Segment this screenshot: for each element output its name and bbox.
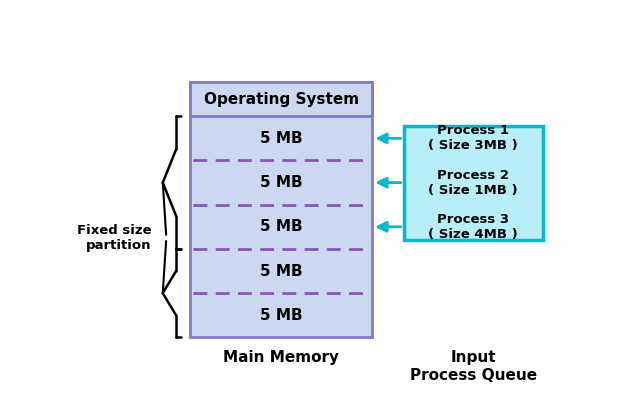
Bar xyxy=(404,126,543,239)
Text: Fixed size
partition: Fixed size partition xyxy=(77,224,152,252)
Bar xyxy=(190,82,373,337)
Text: Operating System: Operating System xyxy=(204,92,359,107)
Text: Process 2
( Size 1MB ): Process 2 ( Size 1MB ) xyxy=(428,168,518,197)
Text: Main Memory: Main Memory xyxy=(223,350,339,365)
Bar xyxy=(190,82,373,116)
Text: 5 MB: 5 MB xyxy=(260,308,303,323)
Text: 5 MB: 5 MB xyxy=(260,264,303,278)
Text: 5 MB: 5 MB xyxy=(260,131,303,146)
Text: Input
Process Queue: Input Process Queue xyxy=(410,350,537,383)
Text: 5 MB: 5 MB xyxy=(260,220,303,234)
Text: Process 3
( Size 4MB ): Process 3 ( Size 4MB ) xyxy=(428,213,518,241)
Text: Process 1
( Size 3MB ): Process 1 ( Size 3MB ) xyxy=(428,124,518,152)
Text: 5 MB: 5 MB xyxy=(260,175,303,190)
